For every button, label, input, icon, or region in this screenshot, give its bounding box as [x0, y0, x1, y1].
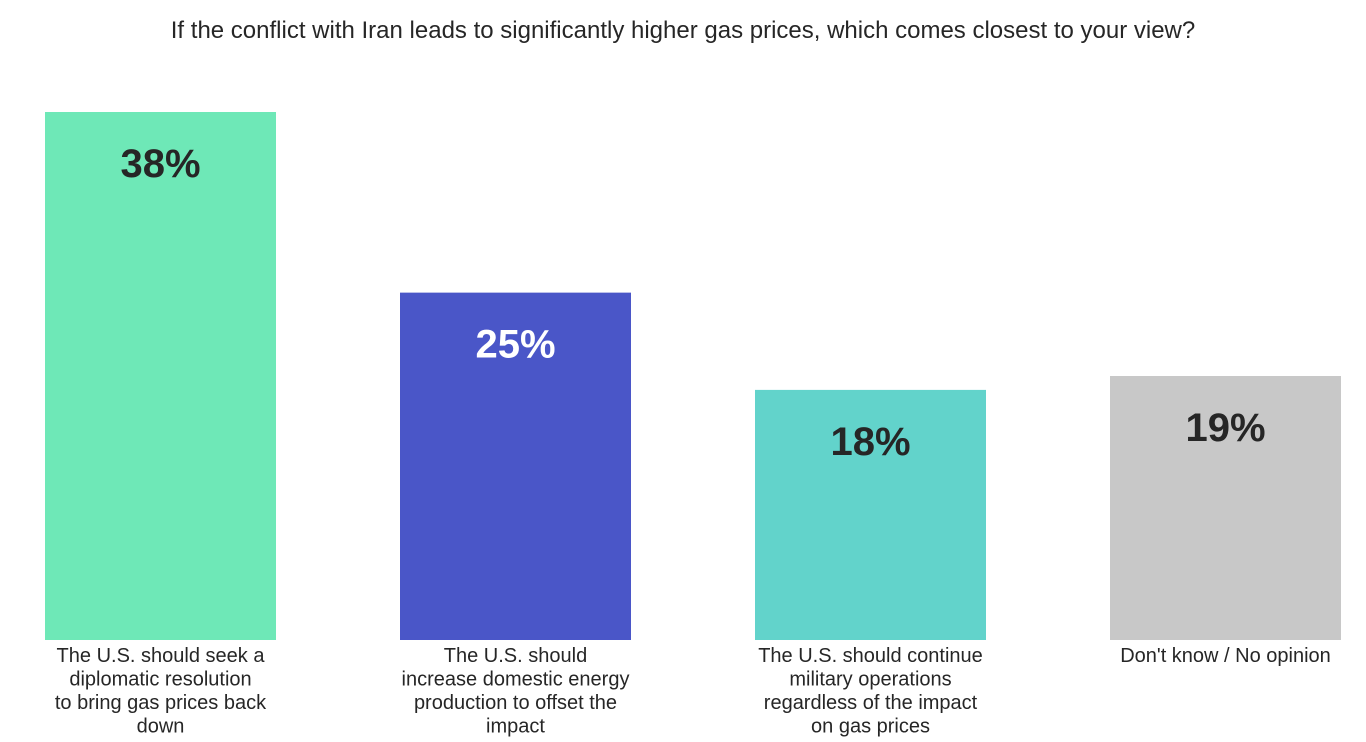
- category-label-2: The U.S. should increase domestic energy p…: [402, 645, 630, 738]
- category-label-line: military operations: [789, 669, 951, 691]
- category-label-line: to bring gas prices back: [55, 692, 267, 714]
- category-label-line: regardless of the impact: [764, 692, 978, 714]
- category-label-line: production to offset the: [414, 692, 617, 714]
- category-label-4: Don't know / No opinion: [1120, 645, 1331, 667]
- chart-title: If the conflict with Iran leads to signi…: [170, 17, 1196, 44]
- bar-1: [45, 112, 276, 640]
- bar-4: [1110, 376, 1341, 640]
- category-label-1: The U.S. should seek a diplomatic resolut…: [55, 645, 267, 738]
- bar-value-label-4: 19%: [1185, 406, 1265, 450]
- category-label-line: down: [137, 716, 185, 738]
- category-label-line: The U.S. should: [444, 645, 587, 667]
- bar-2: [400, 292, 631, 640]
- value-labels-group: 38% 25% 18% 19%: [120, 142, 1265, 464]
- bars-group: [45, 112, 1341, 640]
- category-label-line: The U.S. should continue: [758, 645, 983, 667]
- category-label-line: increase domestic energy: [402, 669, 630, 691]
- bar-3: [755, 389, 986, 640]
- category-label-3: The U.S. should continue military operati…: [758, 645, 983, 738]
- category-label-line: Don't know / No opinion: [1120, 645, 1331, 667]
- bar-value-label-2: 25%: [475, 323, 555, 367]
- category-labels-group: The U.S. should seek a diplomatic resolut…: [55, 645, 1331, 738]
- bar-value-label-1: 38%: [120, 142, 200, 186]
- category-label-line: impact: [486, 716, 545, 738]
- category-label-line: on gas prices: [811, 716, 930, 738]
- bar-value-label-3: 18%: [830, 420, 910, 464]
- category-label-line: diplomatic resolution: [69, 669, 251, 691]
- category-label-line: The U.S. should seek a: [57, 645, 266, 667]
